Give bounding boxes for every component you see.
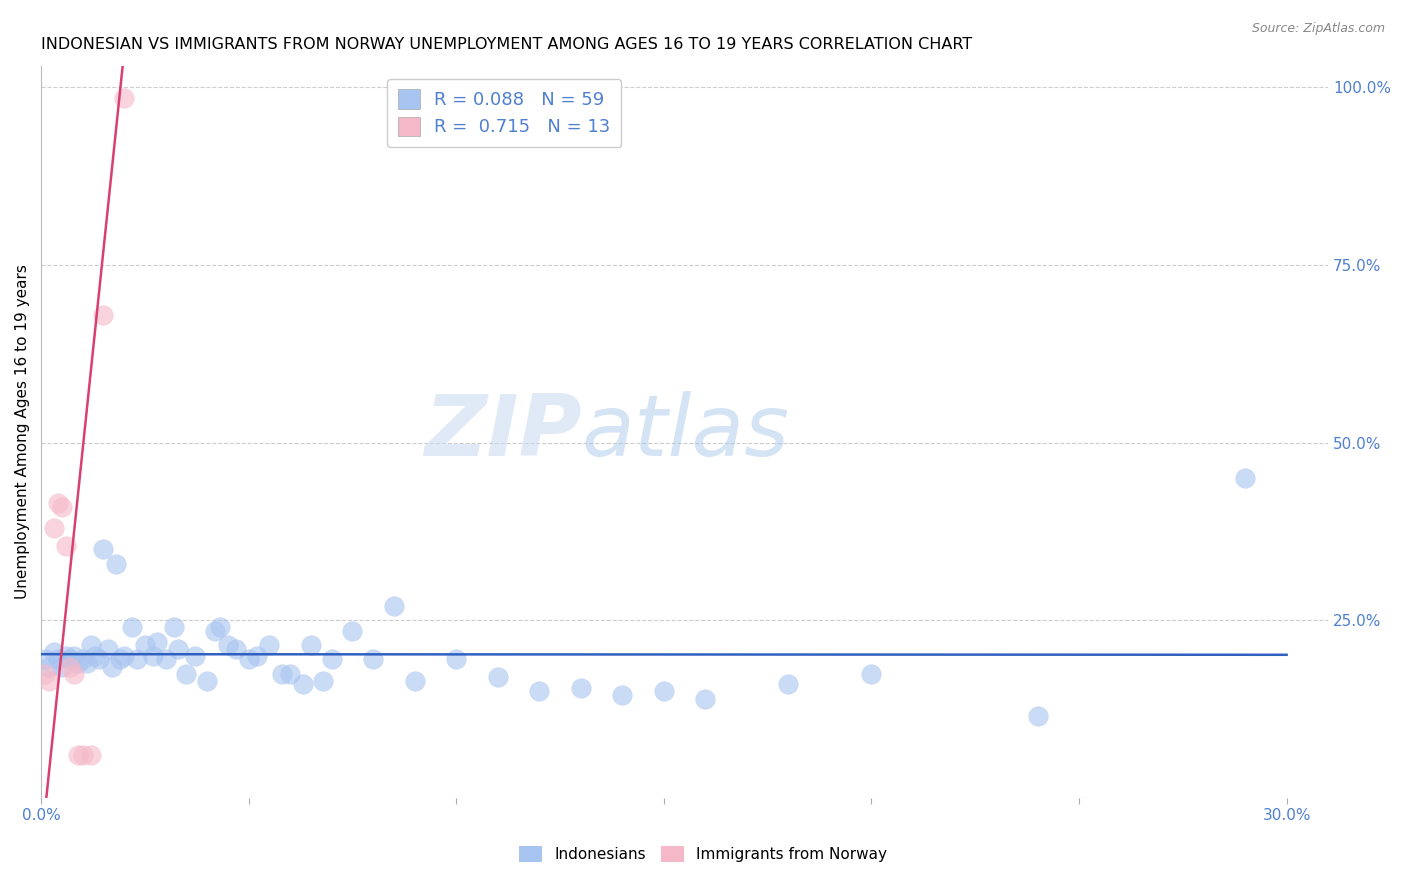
- Point: [42, 521, 65, 535]
- Point: [89, 652, 111, 666]
- Point: [321, 652, 343, 666]
- Point: [860, 666, 883, 681]
- Text: atlas: atlas: [582, 391, 790, 474]
- Point: [342, 624, 364, 638]
- Point: [93, 308, 115, 322]
- Point: [51, 500, 73, 514]
- Point: [195, 673, 218, 688]
- Point: [146, 634, 169, 648]
- Text: INDONESIAN VS IMMIGRANTS FROM NORWAY UNEMPLOYMENT AMONG AGES 16 TO 19 YEARS CORR: INDONESIAN VS IMMIGRANTS FROM NORWAY UNE…: [41, 37, 973, 53]
- Point: [112, 648, 135, 663]
- Point: [361, 652, 384, 666]
- Point: [312, 673, 335, 688]
- Point: [63, 666, 86, 681]
- Point: [51, 659, 73, 673]
- Point: [63, 648, 86, 663]
- Point: [404, 673, 426, 688]
- Point: [204, 624, 226, 638]
- Point: [59, 659, 82, 673]
- Point: [163, 620, 186, 634]
- Point: [67, 656, 90, 670]
- Point: [121, 620, 143, 634]
- Point: [291, 677, 314, 691]
- Point: [1026, 709, 1049, 723]
- Point: [42, 645, 65, 659]
- Point: [486, 670, 509, 684]
- Point: [34, 652, 56, 666]
- Text: ZIP: ZIP: [425, 391, 582, 474]
- Point: [612, 688, 634, 702]
- Point: [1234, 471, 1257, 485]
- Point: [259, 638, 281, 652]
- Point: [569, 681, 592, 695]
- Point: [529, 684, 551, 698]
- Point: [34, 666, 56, 681]
- Point: [278, 666, 301, 681]
- Point: [46, 496, 69, 510]
- Point: [238, 652, 260, 666]
- Point: [96, 641, 118, 656]
- Point: [112, 91, 135, 105]
- Point: [382, 599, 405, 614]
- Point: [225, 641, 247, 656]
- Legend: Indonesians, Immigrants from Norway: Indonesians, Immigrants from Norway: [513, 840, 893, 868]
- Point: [104, 557, 127, 571]
- Legend: R = 0.088   N = 59, R =  0.715   N = 13: R = 0.088 N = 59, R = 0.715 N = 13: [388, 78, 621, 147]
- Point: [67, 748, 90, 763]
- Point: [208, 620, 231, 634]
- Point: [271, 666, 294, 681]
- Point: [59, 652, 82, 666]
- Point: [38, 659, 60, 673]
- Point: [100, 659, 122, 673]
- Point: [72, 748, 94, 763]
- Point: [176, 666, 198, 681]
- Point: [38, 673, 60, 688]
- Point: [446, 652, 468, 666]
- Point: [108, 652, 131, 666]
- Point: [155, 652, 177, 666]
- Point: [217, 638, 239, 652]
- Point: [93, 542, 115, 557]
- Point: [125, 652, 148, 666]
- Point: [167, 641, 190, 656]
- Point: [652, 684, 675, 698]
- Point: [76, 656, 98, 670]
- Y-axis label: Unemployment Among Ages 16 to 19 years: Unemployment Among Ages 16 to 19 years: [15, 265, 30, 599]
- Point: [142, 648, 165, 663]
- Point: [84, 648, 107, 663]
- Point: [134, 638, 156, 652]
- Point: [778, 677, 800, 691]
- Point: [55, 648, 77, 663]
- Text: Source: ZipAtlas.com: Source: ZipAtlas.com: [1251, 22, 1385, 36]
- Point: [80, 638, 103, 652]
- Point: [183, 648, 205, 663]
- Point: [55, 539, 77, 553]
- Point: [246, 648, 269, 663]
- Point: [80, 748, 103, 763]
- Point: [72, 652, 94, 666]
- Point: [299, 638, 322, 652]
- Point: [695, 691, 717, 706]
- Point: [46, 652, 69, 666]
